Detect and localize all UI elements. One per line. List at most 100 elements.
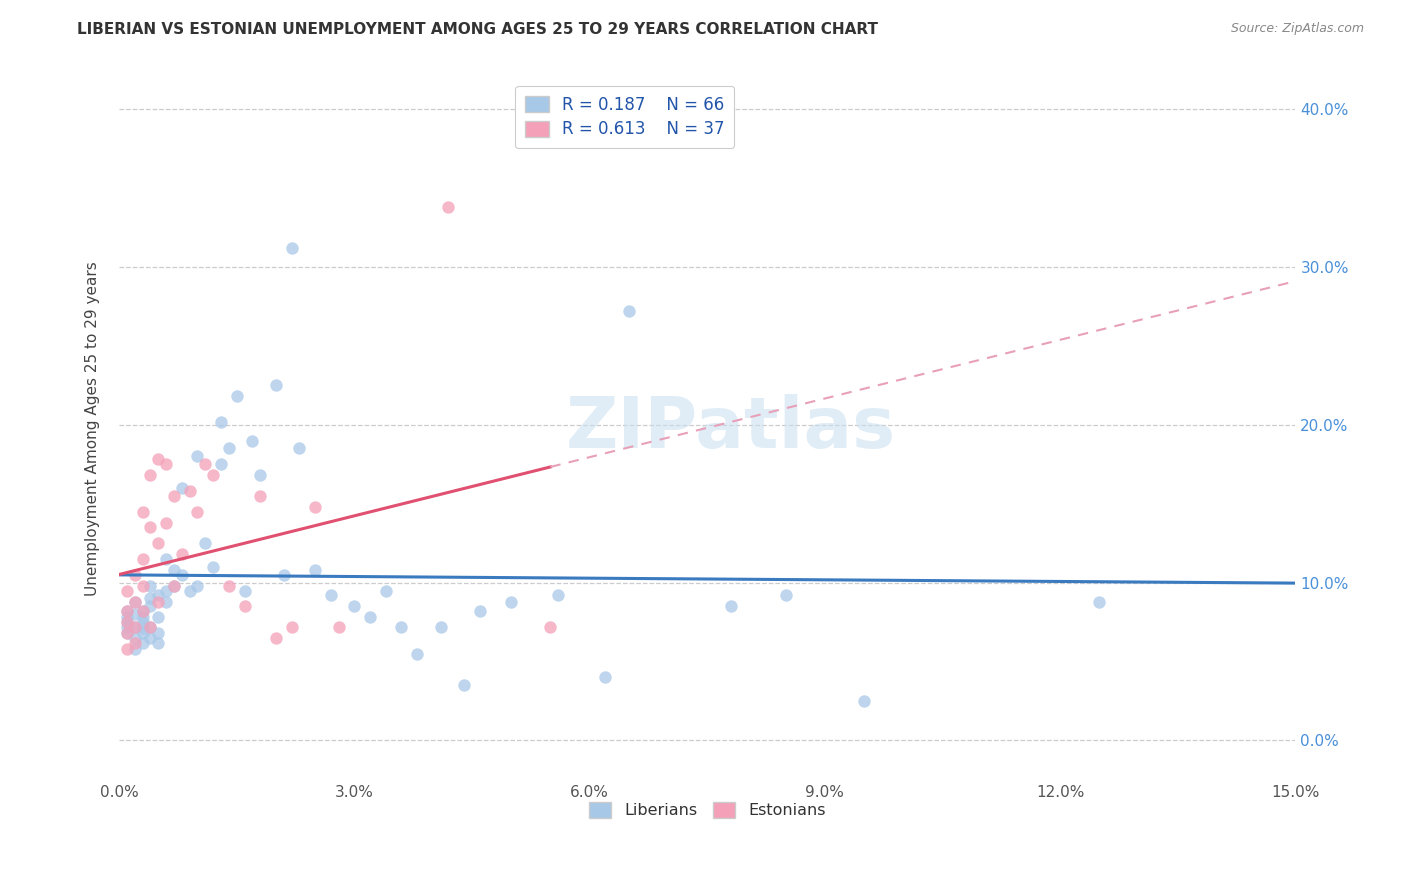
Point xyxy=(155,583,177,598)
Point xyxy=(328,620,350,634)
Point xyxy=(148,536,170,550)
Point xyxy=(148,452,170,467)
Point xyxy=(170,481,193,495)
Point xyxy=(304,563,326,577)
Point xyxy=(124,620,146,634)
Point xyxy=(468,604,491,618)
Point xyxy=(155,552,177,566)
Point xyxy=(131,635,153,649)
Point xyxy=(186,579,208,593)
Point xyxy=(131,604,153,618)
Point xyxy=(115,641,138,656)
Point xyxy=(273,567,295,582)
Point xyxy=(148,635,170,649)
Point xyxy=(155,457,177,471)
Point xyxy=(170,567,193,582)
Point xyxy=(115,620,138,634)
Point xyxy=(115,626,138,640)
Y-axis label: Unemployment Among Ages 25 to 29 years: Unemployment Among Ages 25 to 29 years xyxy=(86,261,100,596)
Point xyxy=(163,579,186,593)
Point xyxy=(202,468,225,483)
Point xyxy=(124,641,146,656)
Point xyxy=(139,468,162,483)
Point xyxy=(209,415,232,429)
Point xyxy=(775,588,797,602)
Point xyxy=(264,631,287,645)
Point xyxy=(124,607,146,622)
Point xyxy=(595,670,617,684)
Point xyxy=(115,583,138,598)
Point xyxy=(280,620,302,634)
Point xyxy=(501,594,523,608)
Point xyxy=(240,434,263,448)
Point xyxy=(124,620,146,634)
Point xyxy=(319,588,342,602)
Point xyxy=(155,516,177,530)
Point xyxy=(194,536,217,550)
Point xyxy=(148,610,170,624)
Point xyxy=(233,583,256,598)
Point xyxy=(139,599,162,614)
Text: ZIPatlas: ZIPatlas xyxy=(565,394,896,463)
Point xyxy=(139,579,162,593)
Point xyxy=(115,615,138,629)
Text: LIBERIAN VS ESTONIAN UNEMPLOYMENT AMONG AGES 25 TO 29 YEARS CORRELATION CHART: LIBERIAN VS ESTONIAN UNEMPLOYMENT AMONG … xyxy=(77,22,879,37)
Point xyxy=(389,620,412,634)
Point xyxy=(163,579,186,593)
Point xyxy=(131,505,153,519)
Point xyxy=(304,500,326,514)
Point xyxy=(343,599,366,614)
Point xyxy=(115,610,138,624)
Point xyxy=(124,635,146,649)
Point xyxy=(148,626,170,640)
Point xyxy=(131,579,153,593)
Point xyxy=(124,567,146,582)
Point xyxy=(233,599,256,614)
Point xyxy=(186,505,208,519)
Point xyxy=(288,442,311,456)
Point xyxy=(359,610,381,624)
Point xyxy=(115,604,138,618)
Point xyxy=(124,594,146,608)
Point xyxy=(155,594,177,608)
Point xyxy=(115,615,138,629)
Point xyxy=(163,489,186,503)
Point xyxy=(139,520,162,534)
Text: Source: ZipAtlas.com: Source: ZipAtlas.com xyxy=(1230,22,1364,36)
Point xyxy=(280,241,302,255)
Point xyxy=(374,583,396,598)
Point xyxy=(453,678,475,692)
Point xyxy=(194,457,217,471)
Point xyxy=(406,647,429,661)
Point xyxy=(264,378,287,392)
Point xyxy=(170,547,193,561)
Point xyxy=(131,626,153,640)
Point xyxy=(437,200,460,214)
Point xyxy=(1088,594,1111,608)
Point xyxy=(218,442,240,456)
Point xyxy=(209,457,232,471)
Point xyxy=(218,579,240,593)
Point xyxy=(124,594,146,608)
Point xyxy=(131,604,153,618)
Point xyxy=(225,389,247,403)
Point xyxy=(179,484,201,499)
Point xyxy=(131,621,153,635)
Point xyxy=(249,489,271,503)
Point xyxy=(249,468,271,483)
Point xyxy=(115,626,138,640)
Point xyxy=(163,563,186,577)
Point xyxy=(202,559,225,574)
Point xyxy=(139,591,162,606)
Point xyxy=(139,620,162,634)
Point xyxy=(720,599,742,614)
Point xyxy=(617,304,640,318)
Point xyxy=(538,620,561,634)
Point xyxy=(131,610,153,624)
Point xyxy=(547,588,569,602)
Point xyxy=(179,583,201,598)
Point xyxy=(186,450,208,464)
Point xyxy=(139,620,162,634)
Point xyxy=(429,620,451,634)
Point xyxy=(124,631,146,645)
